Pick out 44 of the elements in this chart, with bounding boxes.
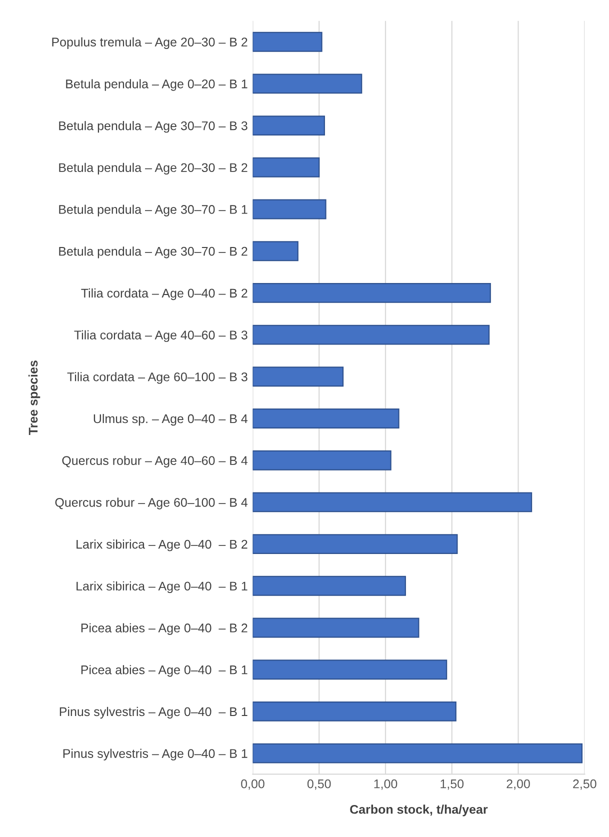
bar <box>252 576 406 596</box>
y-tick-label: Betula pendula – Age 30–70 – B 3 <box>59 121 248 133</box>
bar <box>252 618 420 638</box>
bar <box>252 74 362 94</box>
bar <box>252 199 326 220</box>
y-tick-label: Larix sibirica – Age 0–40 – B 2 <box>76 540 248 552</box>
y-tick-label: Pinus sylvestris – Age 0–40 – B 1 <box>63 748 248 760</box>
bar <box>252 660 448 680</box>
bar <box>252 241 298 262</box>
x-tick-label: 1,50 <box>440 779 464 790</box>
y-tick-label: Betula pendula – Age 0–20 – B 1 <box>66 79 248 91</box>
bar <box>252 408 400 428</box>
y-tick-label: Ulmus sp. – Age 0–40 – B 4 <box>94 414 248 426</box>
y-tick-label: Populus tremula – Age 20–30 – B 2 <box>52 37 248 49</box>
x-tick-label: 0,00 <box>241 779 264 790</box>
y-tick-label: Tilia cordata – Age 0–40 – B 2 <box>81 288 248 300</box>
bar <box>252 157 320 178</box>
bar <box>252 450 392 470</box>
x-tick-label: 1,00 <box>374 779 398 790</box>
y-tick-label: Pinus sylvestris – Age 0–40 – B 1 <box>60 706 248 719</box>
y-tick-label: Larix sibirica – Age 0–40 – B 1 <box>76 581 248 594</box>
bar <box>252 324 490 345</box>
x-tick-label: 0,50 <box>307 779 331 790</box>
x-tick-label: 2,50 <box>573 779 596 790</box>
bar <box>252 743 583 764</box>
x-tick-label: 2,00 <box>506 779 530 790</box>
bar <box>252 492 532 512</box>
y-tick-label: Picea abies – Age 0–40 – B 2 <box>81 623 248 635</box>
y-tick-label: Picea abies – Age 0–40 – B 1 <box>81 665 248 677</box>
bar <box>252 366 344 387</box>
x-axis-title: Carbon stock, t/ha/year <box>350 804 488 816</box>
y-axis-title: Tree species <box>28 360 40 435</box>
bar <box>252 701 456 722</box>
y-tick-label: Betula pendula – Age 30–70 – B 2 <box>59 246 248 258</box>
bar <box>252 534 458 554</box>
y-tick-label: Tilia cordata – Age 60–100 – B 3 <box>67 372 248 384</box>
bar <box>252 282 491 303</box>
y-tick-label: Betula pendula – Age 30–70 – B 1 <box>59 204 248 216</box>
y-tick-label: Betula pendula – Age 20–30 – B 2 <box>59 162 248 175</box>
bar <box>252 32 322 52</box>
bar <box>252 116 325 136</box>
y-tick-label: Quercus robur – Age 60–100 – B 4 <box>55 498 248 510</box>
y-tick-label: Quercus robur – Age 40–60 – B 4 <box>62 456 248 468</box>
y-tick-label: Tilia cordata – Age 40–60 – B 3 <box>74 330 248 342</box>
